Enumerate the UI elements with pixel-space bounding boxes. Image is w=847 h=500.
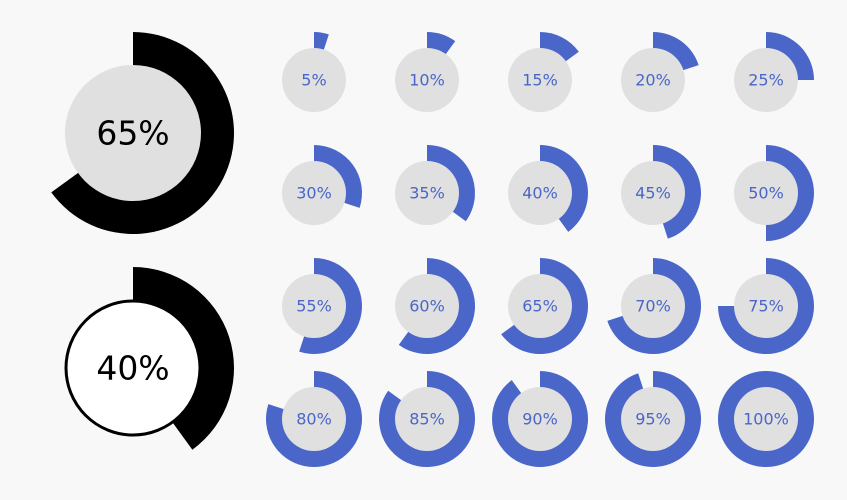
progress-inner-disc <box>734 274 798 338</box>
big-progress-inner-disc <box>64 299 202 437</box>
progress-inner-disc <box>395 161 459 225</box>
progress-inner-disc <box>282 387 346 451</box>
progress-inner-disc <box>508 387 572 451</box>
progress-inner-disc <box>508 274 572 338</box>
progress-inner-disc <box>621 48 685 112</box>
progress-inner-disc <box>508 161 572 225</box>
big-progress-inner-disc <box>65 65 201 201</box>
progress-inner-disc <box>621 387 685 451</box>
progress-inner-disc <box>395 274 459 338</box>
progress-inner-disc <box>282 161 346 225</box>
progress-inner-disc <box>282 274 346 338</box>
progress-inner-disc <box>508 48 572 112</box>
progress-inner-disc <box>734 48 798 112</box>
progress-inner-disc <box>621 161 685 225</box>
progress-inner-disc <box>395 48 459 112</box>
progress-inner-disc <box>395 387 459 451</box>
progress-inner-disc <box>282 48 346 112</box>
progress-inner-disc <box>734 387 798 451</box>
progress-inner-disc <box>734 161 798 225</box>
progress-inner-disc <box>621 274 685 338</box>
